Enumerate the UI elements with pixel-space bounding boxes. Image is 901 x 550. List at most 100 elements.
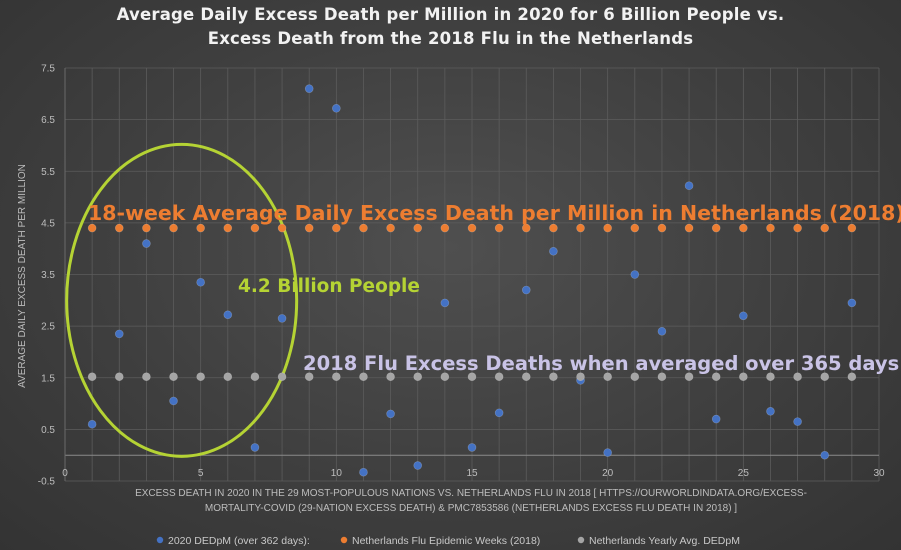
series-2020-dedpm-point [142, 239, 151, 248]
series-2020-dedpm-point [494, 408, 504, 418]
series-yearly-avg-point [793, 372, 802, 382]
series-yearly-avg-point [223, 372, 233, 382]
y-tick-label: 7.5 [41, 64, 55, 75]
x-axis-title-line: MORTALITY-COVID (29-NATION EXCESS DEATH)… [205, 503, 737, 514]
series-yearly-avg-point [142, 372, 151, 382]
series-yearly-avg-point [847, 372, 857, 382]
series-flu-weeks-point [142, 223, 151, 233]
x-tick-label: 20 [602, 468, 614, 479]
series-yearly-avg-point [386, 372, 395, 382]
series-flu-weeks-point [87, 223, 97, 233]
series-flu-weeks-point [847, 223, 857, 233]
y-tick-label: 4.5 [41, 218, 55, 229]
series-2020-dedpm-point [684, 181, 694, 191]
series-2020-dedpm-point [223, 310, 233, 320]
series-2020-dedpm-point [250, 443, 260, 452]
series-yearly-avg-point [576, 372, 585, 382]
series-flu-weeks-point [521, 223, 531, 233]
series-flu-weeks-point [223, 223, 233, 233]
series-flu-weeks-point [549, 223, 558, 233]
series-yearly-avg-point [739, 372, 748, 382]
x-tick-label: 0 [62, 468, 68, 479]
series-flu-weeks-point [494, 223, 504, 233]
series-yearly-avg-point [549, 372, 558, 382]
series-flu-weeks-point [711, 223, 721, 233]
series-2020-dedpm-point [196, 277, 205, 287]
legend-entry-yearly-avg-label: Netherlands Yearly Avg. DEDpM [589, 535, 740, 547]
series-flu-weeks-point [603, 223, 612, 233]
series-yearly-avg-point [711, 372, 721, 382]
x-axis-title-line: EXCESS DEATH IN 2020 IN THE 29 MOST-POPU… [135, 488, 807, 499]
series-flu-weeks-point [169, 223, 178, 233]
y-tick-label: 1.5 [41, 373, 55, 384]
legend-entry-2020-dedpm-marker [156, 536, 164, 544]
series-yearly-avg-point [494, 372, 504, 382]
legend-entry-flu-weeks-marker [340, 536, 348, 544]
series-flu-weeks-point [684, 223, 694, 233]
x-tick-label: 5 [198, 468, 204, 479]
y-tick-label: 5.5 [41, 167, 55, 178]
series-yearly-avg-point [820, 372, 830, 382]
series-yearly-avg-point [304, 372, 314, 382]
legend-entry-flu-weeks-label: Netherlands Flu Epidemic Weeks (2018) [352, 535, 540, 547]
series-2020-dedpm-point [711, 414, 721, 424]
series-flu-weeks-point [820, 223, 830, 233]
series-flu-weeks-point [766, 223, 775, 233]
legend-entry-2020-dedpm-label: 2020 DEDpM (over 362 days): [168, 535, 310, 547]
y-axis-title: AVERAGE DAILY EXCESS DEATH PER MILLION [17, 164, 28, 388]
series-flu-weeks-point [359, 223, 368, 233]
y-tick-label: 0.5 [41, 425, 55, 436]
series-2020-dedpm-point [549, 246, 558, 256]
series-flu-weeks-point [332, 223, 341, 233]
series-yearly-avg-point [440, 372, 450, 382]
series-flu-weeks-point [467, 223, 477, 233]
series-yearly-avg-point [87, 372, 97, 382]
series-2020-dedpm-point [332, 103, 341, 113]
y-tick-label: 2.5 [41, 322, 55, 333]
legend-entry-yearly-avg-marker [577, 536, 585, 544]
series-flu-weeks-point [250, 223, 260, 233]
series-2020-dedpm-point [114, 329, 124, 339]
x-tick-label: 15 [466, 468, 478, 479]
series-2020-dedpm-point [467, 443, 477, 452]
series-flu-weeks-point [413, 223, 423, 233]
series-yearly-avg-point [413, 372, 423, 382]
y-tick-label: -0.5 [38, 477, 56, 488]
series-flu-weeks-point [657, 223, 667, 233]
series-yearly-avg-point [250, 372, 260, 382]
series-2020-dedpm-point [739, 311, 748, 321]
series-2020-dedpm-point [413, 461, 423, 470]
series-2020-dedpm-point [359, 467, 368, 477]
series-yearly-avg-point [169, 372, 178, 382]
series-2020-dedpm-point [603, 448, 612, 457]
annotation-flu-yearly: 2018 Flu Excess Deaths when averaged ove… [303, 352, 899, 375]
series-flu-weeks-point [196, 223, 205, 233]
series-yearly-avg-point [196, 372, 205, 382]
series-yearly-avg-point [332, 372, 341, 382]
series-flu-weeks-point [576, 223, 585, 233]
series-flu-weeks-point [793, 223, 802, 233]
series-2020-dedpm-point [169, 396, 178, 406]
y-tick-label: 3.5 [41, 270, 55, 281]
series-2020-dedpm-point [521, 285, 531, 295]
series-yearly-avg-point [467, 372, 477, 382]
annotation-billion-people: 4.2 Billion People [238, 276, 420, 297]
chart-title-line-2: Excess Death from the 2018 Flu in the Ne… [207, 29, 694, 48]
series-yearly-avg-point [766, 372, 775, 382]
series-2020-dedpm-point [87, 419, 97, 429]
series-2020-dedpm-point [793, 417, 802, 426]
series-yearly-avg-point [114, 372, 124, 382]
series-flu-weeks-point [277, 223, 287, 233]
series-yearly-avg-point [630, 372, 640, 382]
x-tick-label: 10 [331, 468, 343, 479]
series-flu-weeks-point [630, 223, 640, 233]
series-2020-dedpm-point [277, 314, 287, 323]
series-2020-dedpm-point [847, 298, 857, 308]
y-tick-label: 6.5 [41, 115, 55, 126]
series-yearly-avg-point [684, 372, 694, 382]
series-yearly-avg-point [277, 372, 287, 382]
series-2020-dedpm-point [386, 409, 395, 419]
series-yearly-avg-point [359, 372, 368, 382]
series-2020-dedpm-point [440, 298, 450, 308]
series-flu-weeks-point [304, 223, 314, 233]
